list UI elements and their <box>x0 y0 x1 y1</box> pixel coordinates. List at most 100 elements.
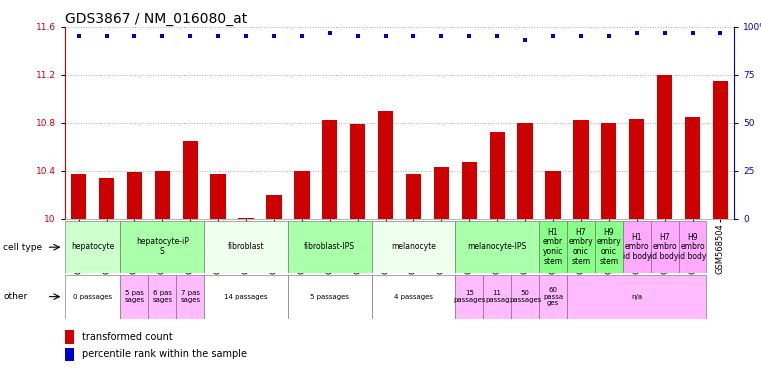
Text: 11
passag: 11 passag <box>485 290 509 303</box>
Text: 60
passa
ges: 60 passa ges <box>543 287 563 306</box>
Text: melanocyte: melanocyte <box>391 242 436 251</box>
Bar <box>713 81 728 219</box>
Bar <box>204 221 288 273</box>
Point <box>491 33 503 40</box>
Bar <box>489 132 505 219</box>
Bar <box>322 121 337 219</box>
Bar <box>573 121 588 219</box>
Text: 5 pas
sages: 5 pas sages <box>124 290 145 303</box>
Bar <box>567 221 595 273</box>
Bar <box>154 171 170 219</box>
Bar <box>462 162 477 219</box>
Text: H7
embro
id body: H7 embro id body <box>651 233 679 261</box>
Point <box>575 33 587 40</box>
Text: fibroblast-IPS: fibroblast-IPS <box>304 242 355 251</box>
Point <box>268 33 280 40</box>
Bar <box>455 275 483 319</box>
Bar <box>177 275 204 319</box>
Point <box>631 30 643 36</box>
Text: hepatocyte: hepatocyte <box>71 242 114 251</box>
Point <box>519 37 531 43</box>
Text: 6 pas
sages: 6 pas sages <box>152 290 173 303</box>
Text: H1
embro
id body: H1 embro id body <box>622 233 651 261</box>
Bar <box>622 221 651 273</box>
Bar <box>371 221 455 273</box>
Bar <box>120 221 204 273</box>
Bar <box>148 275 177 319</box>
Bar <box>371 275 455 319</box>
Point <box>463 33 476 40</box>
Bar <box>204 275 288 319</box>
Bar <box>378 111 393 219</box>
Point <box>352 33 364 40</box>
Bar <box>99 178 114 219</box>
Bar <box>685 117 700 219</box>
Text: 4 passages: 4 passages <box>394 294 433 300</box>
Point <box>72 33 84 40</box>
Bar <box>71 174 86 219</box>
Text: 7 pas
sages: 7 pas sages <box>180 290 200 303</box>
Bar <box>238 218 253 219</box>
Text: H1
embr
yonic
stem: H1 embr yonic stem <box>543 228 563 266</box>
Point <box>547 33 559 40</box>
Point <box>156 33 168 40</box>
Bar <box>65 221 120 273</box>
Point <box>129 33 141 40</box>
Bar <box>266 195 282 219</box>
Bar <box>127 172 142 219</box>
Point <box>380 33 392 40</box>
Text: 50
passages: 50 passages <box>509 290 541 303</box>
Text: H9
embry
onic
stem: H9 embry onic stem <box>597 228 621 266</box>
Bar <box>539 221 567 273</box>
Bar <box>601 123 616 219</box>
Text: 0 passages: 0 passages <box>73 294 112 300</box>
Point <box>686 30 699 36</box>
Text: melanocyte-IPS: melanocyte-IPS <box>467 242 527 251</box>
Bar <box>288 221 371 273</box>
Text: H7
embry
onic
stem: H7 embry onic stem <box>568 228 594 266</box>
Point <box>100 33 113 40</box>
Bar <box>517 123 533 219</box>
Bar <box>65 348 75 361</box>
Text: 15
passages: 15 passages <box>453 290 486 303</box>
Text: 5 passages: 5 passages <box>310 294 349 300</box>
Bar <box>595 221 622 273</box>
Text: cell type: cell type <box>3 243 43 252</box>
Text: H9
embro
id body: H9 embro id body <box>678 233 707 261</box>
Bar <box>455 221 539 273</box>
Point <box>435 33 447 40</box>
Point <box>658 30 670 36</box>
Text: 14 passages: 14 passages <box>224 294 268 300</box>
Text: hepatocyte-iP
S: hepatocyte-iP S <box>136 237 189 256</box>
Bar <box>483 275 511 319</box>
Point <box>603 33 615 40</box>
Bar <box>406 174 421 219</box>
Bar <box>434 167 449 219</box>
Bar <box>211 174 226 219</box>
Bar <box>651 221 679 273</box>
Text: GDS3867 / NM_016080_at: GDS3867 / NM_016080_at <box>65 12 247 26</box>
Bar <box>657 75 672 219</box>
Bar <box>120 275 148 319</box>
Text: other: other <box>3 292 27 301</box>
Text: transformed count: transformed count <box>82 332 173 342</box>
Bar <box>295 171 310 219</box>
Bar <box>511 275 539 319</box>
Bar <box>539 275 567 319</box>
Bar <box>288 275 371 319</box>
Bar <box>679 221 706 273</box>
Text: fibroblast: fibroblast <box>228 242 264 251</box>
Bar <box>65 330 75 344</box>
Point <box>212 33 224 40</box>
Bar <box>65 275 120 319</box>
Bar <box>350 124 365 219</box>
Bar <box>629 119 645 219</box>
Point <box>715 30 727 36</box>
Bar <box>183 141 198 219</box>
Text: percentile rank within the sample: percentile rank within the sample <box>82 349 247 359</box>
Point <box>296 33 308 40</box>
Text: n/a: n/a <box>631 294 642 300</box>
Bar <box>546 171 561 219</box>
Point <box>323 30 336 36</box>
Point <box>240 33 252 40</box>
